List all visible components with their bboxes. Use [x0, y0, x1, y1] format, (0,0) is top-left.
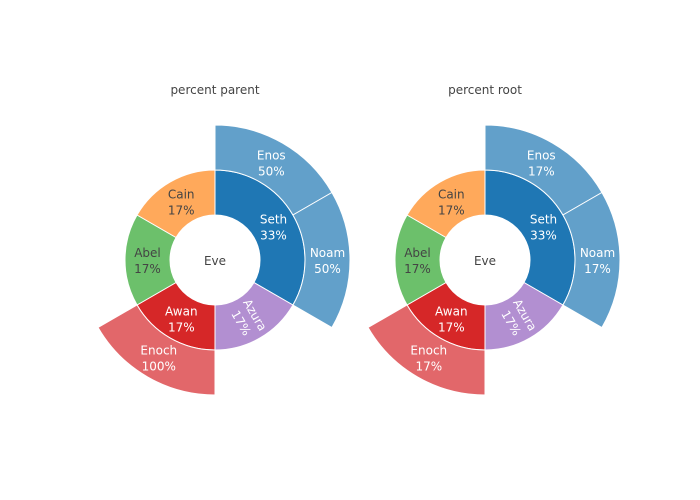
- segment-percent: 17%: [528, 165, 555, 179]
- sunburst-chart-percent-parent: percent parent Seth 33%Azura17%Awan 17%Abe…: [97, 83, 351, 396]
- segment-label-seth: Seth 33%: [260, 212, 287, 242]
- chart-title: percent root: [448, 83, 522, 97]
- segment-name: Seth: [530, 212, 557, 226]
- segment-name: Enos: [527, 149, 556, 163]
- segment-label-seth: Seth 33%: [530, 212, 557, 242]
- segment-name: Awan: [435, 305, 468, 319]
- segment-label-enoch: Enoch 17%: [410, 343, 447, 373]
- segment-label-cain: Cain 17%: [438, 188, 465, 218]
- chart-title: percent parent: [170, 83, 259, 97]
- segment-percent: 17%: [404, 262, 431, 276]
- root-label: Eve: [204, 254, 226, 268]
- segment-name: Awan: [165, 305, 198, 319]
- segment-name: Cain: [168, 188, 195, 202]
- segment-label-awan: Awan 17%: [435, 305, 468, 335]
- segment-name: Noam: [580, 246, 615, 260]
- segment-name: Seth: [260, 212, 287, 226]
- segment-name: Enos: [257, 149, 286, 163]
- segment-percent: 50%: [314, 262, 341, 276]
- segment-name: Cain: [438, 188, 465, 202]
- segment-label-cain: Cain 17%: [168, 188, 195, 218]
- segment-label-awan: Awan 17%: [165, 305, 198, 335]
- segment-noam[interactable]: [292, 191, 351, 329]
- segment-percent: 33%: [530, 228, 557, 242]
- segment-enoch[interactable]: [367, 304, 486, 396]
- segment-label-noam: Noam 50%: [310, 246, 345, 276]
- segment-percent: 17%: [438, 204, 465, 218]
- segment-label-enos: Enos 17%: [527, 149, 556, 179]
- segment-percent: 17%: [584, 262, 611, 276]
- segment-enoch[interactable]: [97, 304, 216, 396]
- segment-percent: 17%: [415, 359, 442, 373]
- segment-percent: 17%: [168, 321, 195, 335]
- segment-percent: 50%: [258, 165, 285, 179]
- segment-percent: 17%: [438, 321, 465, 335]
- segment-name: Noam: [310, 246, 345, 260]
- segment-percent: 33%: [260, 228, 287, 242]
- segment-cain[interactable]: [406, 169, 486, 239]
- segment-enos[interactable]: [214, 124, 333, 216]
- segment-label-enoch: Enoch 100%: [140, 343, 177, 373]
- segment-percent: 17%: [134, 262, 161, 276]
- segment-noam[interactable]: [562, 191, 621, 329]
- segment-name: Abel: [404, 246, 431, 260]
- segment-label-noam: Noam 17%: [580, 246, 615, 276]
- segment-cain[interactable]: [136, 169, 216, 239]
- segment-percent: 100%: [142, 359, 176, 373]
- sunburst-chart-percent-root: percent root Seth 33%Azura17%Awan 17%Abel 1…: [367, 83, 621, 396]
- segment-enos[interactable]: [484, 124, 603, 216]
- segment-label-abel: Abel 17%: [134, 246, 161, 276]
- segment-label-abel: Abel 17%: [404, 246, 431, 276]
- segment-name: Enoch: [140, 343, 177, 357]
- segment-name: Enoch: [410, 343, 447, 357]
- root-label: Eve: [474, 254, 496, 268]
- segment-label-enos: Enos 50%: [257, 149, 286, 179]
- segment-percent: 17%: [168, 204, 195, 218]
- segment-name: Abel: [134, 246, 161, 260]
